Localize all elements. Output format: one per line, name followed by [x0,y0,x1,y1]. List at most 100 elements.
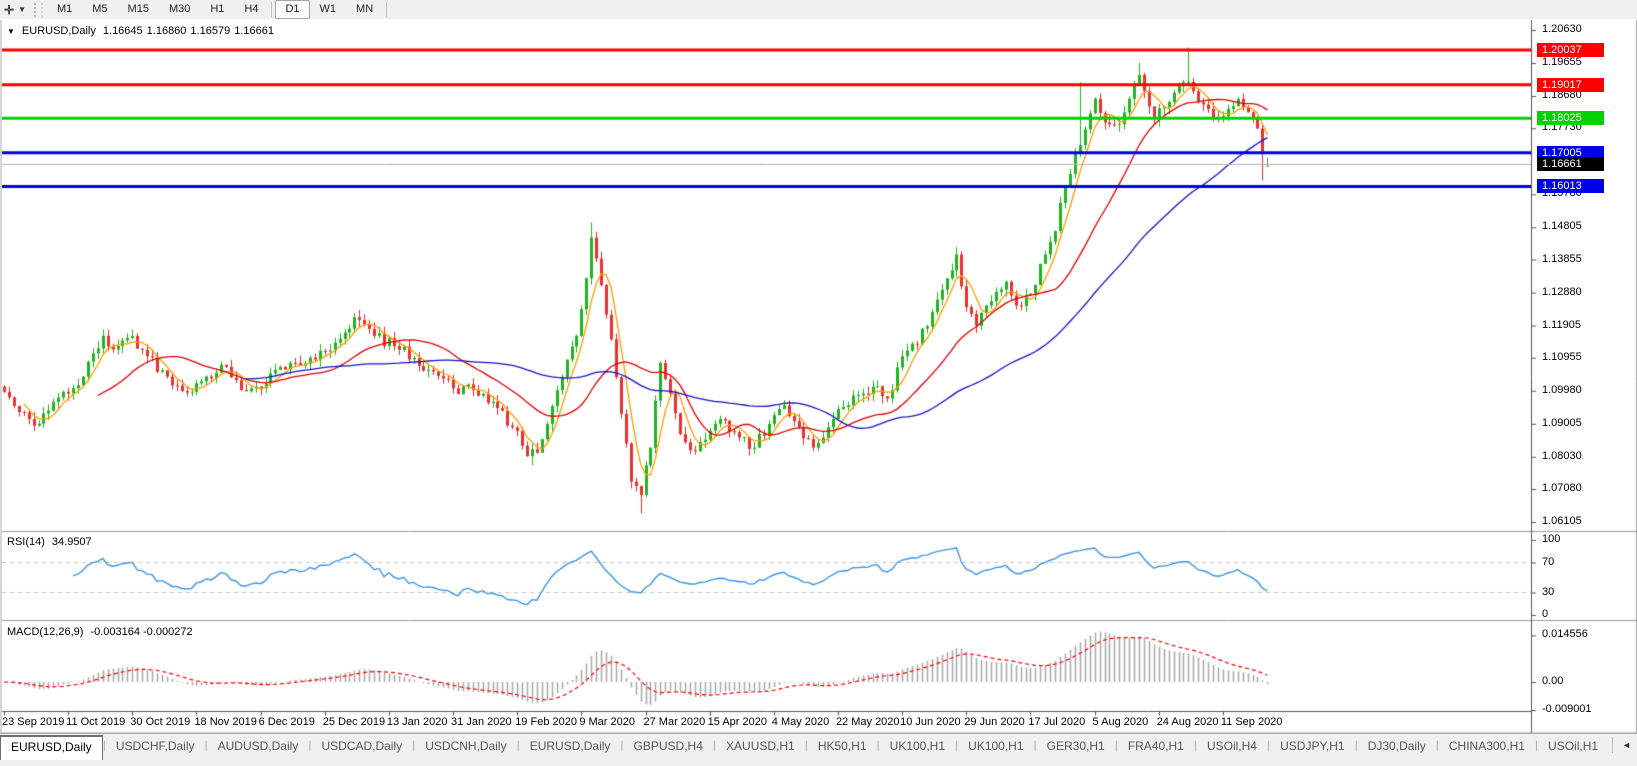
tab-divider: | [620,738,624,752]
cursor-tool-button[interactable]: ✛ ▼ [0,0,30,19]
price-axis-tick: 1.09980 [1542,383,1582,396]
current-price-badge: 1.16661 [1537,157,1604,171]
price-axis-tick: 1.06105 [1542,515,1582,528]
tab-divider: | [1354,738,1358,752]
chart-tab-audusd-daily[interactable]: AUDUSD,Daily [217,739,299,753]
level-price-badge: 1.18025 [1537,111,1604,125]
symbol-dropdown-icon[interactable]: ▼ [7,26,15,36]
chart-window: ▼ EURUSD,Daily 1.16645 1.16860 1.16579 1… [0,19,1637,733]
chart-tab-ger30-h1[interactable]: GER30,H1 [1046,739,1105,753]
date-axis-tick: 31 Jan 2020 [451,716,512,728]
price-axis-tick: 1.13855 [1542,252,1582,265]
date-axis-tick: 25 Dec 2019 [322,716,386,728]
toolbar-gripper[interactable] [33,2,43,17]
chart-tab-usdjpy-h1[interactable]: USDJPY,H1 [1280,739,1345,753]
toolbar-separator [271,2,273,17]
macd-axis-tick: 0.00 [1542,675,1564,687]
chart-tab-eurusd-daily[interactable]: EURUSD,Daily [0,735,103,760]
chevron-down-icon[interactable]: ▼ [18,5,26,14]
date-axis-tick: 19 Feb 2020 [515,716,577,728]
timeframe-button-m5[interactable]: M5 [92,3,108,15]
tab-divider: | [1435,738,1439,752]
chart-tab-gbpusd-h4[interactable]: GBPUSD,H4 [633,739,703,753]
toolbar-separator [386,2,388,17]
chart-tab-usoil-h1[interactable]: USOil,H1 [1548,739,1599,753]
tab-divider: | [804,738,808,752]
chart-tab-uk100-h1[interactable]: UK100,H1 [968,739,1024,753]
tab-divider: | [955,738,959,752]
macd-axis-tick: 0.014556 [1542,628,1588,641]
ohlc-open: 1.16645 [102,25,143,37]
chart-tab-usdcnh-daily[interactable]: USDCNH,Daily [425,739,507,753]
chart-tab-usoil-h4[interactable]: USOil,H4 [1206,739,1257,753]
price-axis-tick: 1.18680 [1542,89,1582,102]
price-axis-tick: 1.14805 [1542,220,1582,233]
chart-tab-usdcad-daily[interactable]: USDCAD,Daily [321,739,403,753]
price-axis-tick: 1.11905 [1542,318,1581,331]
date-axis-tick: 23 Sep 2019 [2,716,65,728]
date-axis-tick: 27 Mar 2020 [643,716,706,728]
rsi-name: RSI(14) [7,536,45,548]
date-axis-tick: 22 May 2020 [835,716,900,728]
chart-tab-usdchf-daily[interactable]: USDCHF,Daily [115,739,195,753]
timeframe-button-m15[interactable]: M15 [127,3,149,15]
toolbar: ✛ ▼ M1 M5 M15 M30 H1 H4 D1 W1 MN [0,0,1637,20]
date-axis-tick: 18 Nov 2019 [194,716,257,728]
price-chart-canvas[interactable] [0,19,1637,733]
date-axis-tick: 29 Jun 2020 [964,716,1025,728]
timeframe-button-m1[interactable]: M1 [56,3,73,15]
date-axis-tick: 11 Oct 2019 [66,716,126,728]
ohlc-low: 1.16579 [190,25,231,37]
date-axis-tick: 24 Aug 2020 [1156,716,1219,728]
date-axis-tick: 9 Mar 2020 [579,716,635,728]
level-price-badge: 1.20037 [1537,43,1604,57]
tab-scroll-divider [1612,737,1614,753]
chart-title: ▼ EURUSD,Daily 1.16645 1.16860 1.16579 1… [7,25,274,37]
tab-divider: | [516,738,520,752]
rsi-axis-tick: 70 [1542,555,1555,568]
crosshair-icon: ✛ [4,2,15,17]
chart-tab-fra40-h1[interactable]: FRA40,H1 [1127,739,1184,753]
date-axis-tick: 15 Apr 2020 [707,716,767,728]
macd-axis-tick: -0.009001 [1542,703,1592,715]
tab-divider: | [1033,738,1037,752]
chart-tab-eurusd-daily[interactable]: EURUSD,Daily [529,739,611,753]
tab-divider: | [1114,738,1118,752]
timeframe-button-h4[interactable]: H4 [244,3,259,15]
tab-divider: | [308,738,312,752]
rsi-axis-tick: 30 [1542,585,1555,598]
date-axis-tick: 6 Dec 2019 [258,716,315,728]
tab-divider: | [712,738,717,752]
chart-tab-xauusd-h1[interactable]: XAUUSD,H1 [726,739,795,753]
timeframe-button-w1[interactable]: W1 [319,3,337,15]
timeframe-button-d1[interactable]: D1 [275,0,310,19]
price-axis-tick: 1.20630 [1542,23,1582,35]
chart-tab-dj30-daily[interactable]: DJ30,Daily [1367,739,1426,753]
date-axis-tick: 30 Oct 2019 [130,716,191,728]
tab-divider: | [412,738,416,752]
chart-tab-hk50-h1[interactable]: HK50,H1 [817,739,867,753]
date-axis-tick: 17 Jul 2020 [1028,716,1086,728]
chart-tab-uk100-h1[interactable]: UK100,H1 [889,739,946,753]
tab-divider: | [1193,738,1197,752]
price-axis-tick: 1.09005 [1542,416,1582,429]
date-axis-tick: 5 Aug 2020 [1092,716,1149,728]
price-axis-tick: 1.19655 [1542,56,1582,69]
date-axis-tick: 4 May 2020 [771,716,830,728]
tab-divider: | [1266,738,1271,752]
price-axis-tick: 1.12880 [1542,285,1582,298]
chart-tab-china300-h1[interactable]: CHINA300,H1 [1448,739,1525,753]
tab-divider: | [102,738,106,752]
date-axis-tick: 11 Sep 2020 [1220,716,1283,728]
tab-scroll-left-icon[interactable]: ◄ [1622,740,1631,750]
timeframe-button-h1[interactable]: H1 [210,3,225,15]
rsi-axis-tick: 0 [1542,608,1549,620]
macd-values: -0.003164 -0.000272 [90,626,193,638]
timeframe-button-mn[interactable]: MN [356,3,374,15]
rsi-axis-tick: 100 [1542,533,1561,545]
date-axis-tick: 10 Jun 2020 [900,716,961,728]
chart-tab-bar: EURUSD,Daily | USDCHF,Daily | AUDUSD,Daily | U… [0,733,1637,766]
timeframe-button-m30[interactable]: M30 [168,3,191,15]
tab-divider: | [876,738,880,752]
tab-divider: | [1534,738,1539,752]
